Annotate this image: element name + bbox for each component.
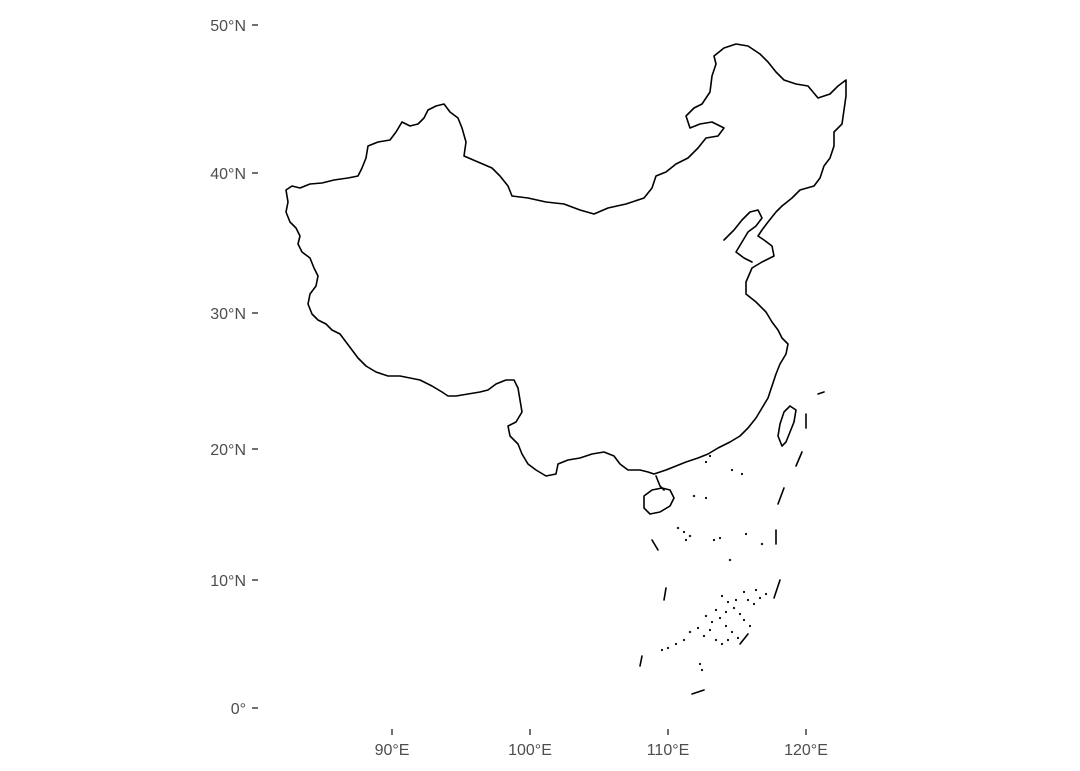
x-tick-label: 110°E [647, 742, 690, 759]
islet [712, 538, 716, 542]
islet [696, 626, 700, 630]
hainan-outline [643, 487, 675, 515]
islet [708, 454, 712, 458]
islet [742, 590, 746, 594]
nine-dash-segment-3 [777, 487, 785, 505]
islet [692, 494, 696, 498]
south-sea-islets [660, 454, 768, 672]
islet [682, 638, 686, 642]
islet [676, 526, 680, 530]
islet [704, 614, 708, 618]
islet [710, 620, 714, 624]
islet [752, 602, 756, 606]
islet [688, 630, 692, 634]
islet [660, 648, 664, 652]
islet [726, 600, 730, 604]
islet [754, 588, 758, 592]
islet [714, 638, 718, 642]
islet [726, 638, 730, 642]
islet [748, 624, 752, 628]
nine-dash-segment-9 [663, 587, 667, 601]
islet [744, 532, 748, 536]
bohai-outline [723, 209, 763, 263]
y-tick-label: 40°N [210, 166, 246, 183]
nine-dash-segment-8 [639, 655, 643, 667]
nine-dash-segment-10 [651, 539, 659, 551]
islet [708, 628, 712, 632]
islet [688, 534, 692, 538]
map-layer [285, 43, 847, 695]
islet [674, 642, 678, 646]
taiwan-outline [777, 405, 797, 447]
islet [730, 468, 734, 472]
islet [736, 636, 740, 640]
y-tick-label: 50°N [210, 18, 246, 35]
islet [720, 594, 724, 598]
islet [702, 634, 706, 638]
islet [704, 460, 708, 464]
islet [724, 624, 728, 628]
x-axis: 90°E 100°E 110°E 120°E [375, 729, 828, 759]
islet [740, 472, 744, 476]
islet [724, 610, 728, 614]
y-tick-label: 10°N [210, 573, 246, 590]
islet [738, 612, 742, 616]
y-tick-label: 0° [231, 701, 246, 718]
islet [700, 668, 704, 672]
x-tick-label: 100°E [508, 742, 552, 759]
islet [732, 606, 736, 610]
y-tick-label: 20°N [210, 442, 246, 459]
leizhou-outline [655, 475, 665, 491]
islet [684, 538, 688, 542]
x-tick-label: 90°E [375, 742, 410, 759]
islet [728, 558, 732, 562]
islet [734, 598, 738, 602]
islet [704, 496, 708, 500]
x-tick-label: 120°E [784, 742, 828, 759]
islet [746, 598, 750, 602]
nine-dash-segment-6 [739, 633, 749, 645]
islet [730, 630, 734, 634]
y-tick-label: 30°N [210, 306, 246, 323]
islet [720, 642, 724, 646]
islet [666, 646, 670, 650]
y-axis: 0° 10°N 20°N 30°N 40°N 50°N [210, 18, 258, 718]
nine-dash-segment-11 [817, 391, 825, 395]
islet [718, 616, 722, 620]
islet [758, 596, 762, 600]
nine-dash-segment-2 [795, 451, 803, 467]
nine-dash-segment-7 [691, 689, 705, 695]
islet [698, 662, 702, 666]
nine-dash-segment-5 [773, 579, 781, 599]
islet [714, 608, 718, 612]
islet [742, 618, 746, 622]
islet [764, 592, 768, 596]
mainland-outline [285, 43, 847, 477]
islet [718, 536, 722, 540]
islet [682, 530, 686, 534]
islet [760, 542, 764, 546]
